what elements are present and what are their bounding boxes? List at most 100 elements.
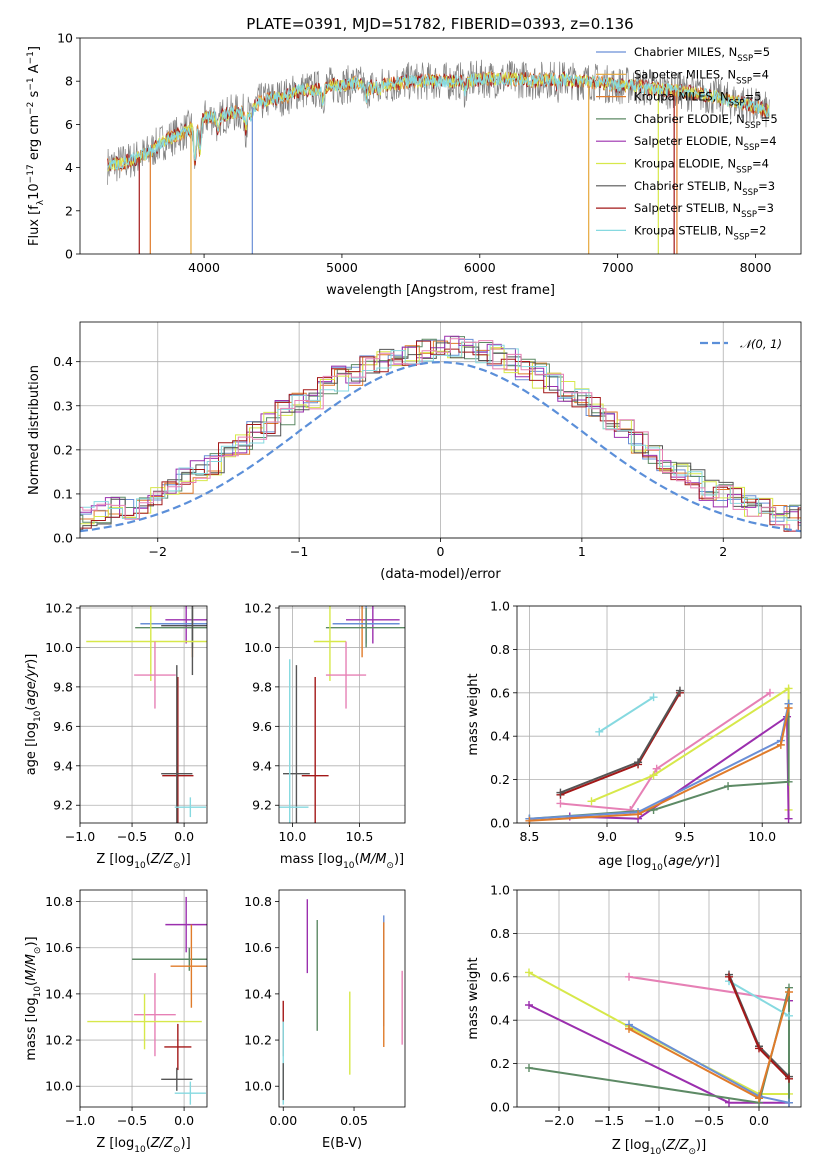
x-tick-label: −0.5 — [694, 1113, 724, 1128]
legend-text: =2 — [749, 223, 766, 237]
x-axis-label: mass [log10(M/M⊙)] — [280, 852, 404, 871]
legend-text: =4 — [752, 67, 769, 81]
x-axis-label: age [log10(age/yr)] — [598, 854, 720, 873]
legend-text: =5 — [744, 90, 761, 104]
y-tick-label: 2 — [65, 203, 73, 218]
x-tick-label: 0.0 — [174, 1113, 194, 1128]
label-part: ⊙ — [386, 861, 394, 871]
legend-subscript: SSP — [734, 232, 750, 242]
y-tick-label: 10.4 — [45, 986, 73, 1001]
label-part: ⊙ — [688, 1147, 696, 1157]
label-part: 10 — [33, 986, 43, 998]
histogram-step — [7, 339, 819, 538]
y-tick-label: 0.2 — [53, 442, 73, 457]
y-tick-label: 0.0 — [53, 531, 73, 546]
data-point — [785, 1099, 793, 1107]
y-tick-label: 0.4 — [53, 354, 73, 369]
x-tick-label: −2 — [149, 544, 167, 559]
label-part: −1 — [26, 77, 36, 90]
x-tick-label: 10.5 — [346, 829, 374, 844]
label-part: )] — [181, 1136, 191, 1151]
legend-subscript: SSP — [736, 76, 752, 86]
y-tick-label: 0.0 — [490, 816, 510, 831]
y-tick-label: 1.0 — [490, 883, 510, 898]
y-tick-label: 0.4 — [490, 729, 510, 744]
label-part: 10 — [134, 861, 146, 871]
data-point — [725, 1099, 733, 1107]
y-tick-label: 9.6 — [53, 719, 73, 734]
label-part: Z [log — [96, 1136, 134, 1151]
label-part: M/M — [24, 954, 39, 981]
y-tick-label: 0.8 — [490, 642, 510, 657]
x-tick-label: 10.0 — [278, 829, 306, 844]
legend-text: Chabrier STELIB, N — [634, 179, 742, 193]
legend-text: Chabrier ELODIE, N — [634, 112, 745, 126]
y-tick-label: 8 — [65, 74, 73, 89]
label-part: 10 — [651, 863, 663, 873]
y-tick-label: 0.6 — [490, 685, 510, 700]
data-point — [587, 797, 595, 805]
legend-text: Chabrier MILES, N — [634, 45, 737, 59]
axes-frame — [279, 606, 405, 823]
data-point — [785, 778, 793, 786]
y-tick-label: 10.2 — [45, 600, 73, 615]
series-line — [599, 697, 653, 732]
x-tick-label: 0.00 — [269, 1113, 297, 1128]
x-tick-label: 9.0 — [597, 829, 617, 844]
label-part: ⊙ — [173, 861, 181, 871]
legend-text: =5 — [753, 45, 770, 59]
y-axis-label: mass weight — [466, 957, 481, 1039]
label-part: 10 — [650, 1147, 662, 1157]
label-part: ⊙ — [33, 947, 43, 955]
histogram-step — [9, 347, 819, 538]
axes-frame — [80, 890, 207, 1107]
label-part: Z [log — [612, 1138, 650, 1153]
data-point — [785, 1012, 793, 1020]
y-axis-label: Normed distribution — [27, 365, 42, 495]
legend-subscript: SSP — [737, 54, 753, 64]
label-part: Z/Z — [150, 852, 174, 867]
label-part: age/yr — [668, 854, 711, 869]
y-tick-label: 10.8 — [244, 894, 272, 909]
label-part: Flux [f — [27, 205, 42, 246]
y-axis-label: age [log10(age/yr)] — [24, 654, 43, 776]
label-part: −2 — [26, 102, 36, 115]
x-tick-label: 5000 — [326, 260, 358, 275]
label-part: )] — [181, 852, 191, 867]
x-tick-label: 0.05 — [340, 1113, 368, 1128]
label-part: −17 — [26, 164, 36, 183]
label-part: age/yr — [24, 662, 39, 705]
label-part: s — [27, 90, 42, 101]
x-tick-label: 0 — [437, 544, 445, 559]
legend-text: Kroupa STELIB, N — [634, 223, 734, 237]
label-part: )] — [24, 936, 39, 946]
legend-label: Chabrier ELODIE, NSSP=5 — [634, 112, 778, 131]
axes-frame — [80, 606, 207, 823]
label-part: 10 — [27, 183, 42, 200]
legend-label: Chabrier MILES, NSSP=5 — [634, 45, 770, 64]
y-tick-label: 9.2 — [53, 798, 73, 813]
legend-subscript: SSP — [736, 166, 752, 176]
label-part: Z/Z — [150, 1136, 174, 1151]
legend-label: Kroupa ELODIE, NSSP=4 — [634, 157, 769, 176]
histogram-step — [12, 343, 819, 538]
y-tick-label: 10.0 — [244, 1079, 272, 1094]
axes-frame — [279, 890, 405, 1107]
x-tick-label: −1.0 — [644, 1113, 674, 1128]
legend-text: =3 — [757, 201, 774, 215]
y-tick-label: 10.0 — [45, 1079, 73, 1094]
series-line — [529, 704, 788, 819]
x-axis-label: wavelength [Angstrom, rest frame] — [326, 283, 555, 298]
x-axis-label: (data-model)/error — [380, 567, 501, 582]
y-axis-label: mass [log10(M/M⊙)] — [24, 936, 43, 1060]
data-point — [724, 782, 732, 790]
y-tick-label: 10.0 — [45, 640, 73, 655]
y-tick-label: 0.8 — [490, 926, 510, 941]
y-tick-label: 10.6 — [45, 940, 73, 955]
x-tick-label: −1.0 — [65, 829, 95, 844]
label-part: 10 — [343, 861, 355, 871]
y-tick-label: 0.0 — [490, 1100, 510, 1115]
label-part: )] — [696, 1138, 706, 1153]
